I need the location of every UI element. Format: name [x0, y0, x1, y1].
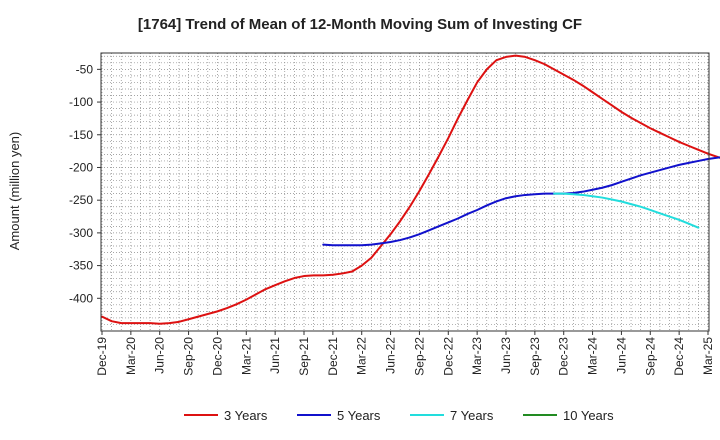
- y-tick-label: -50: [76, 62, 94, 76]
- x-tick-label: Dec-23: [557, 337, 571, 376]
- legend-label: 10 Years: [563, 408, 614, 423]
- x-tick-label: Sep-23: [528, 337, 542, 376]
- x-tick-label: Mar-22: [355, 337, 369, 375]
- x-tick-label: Jun-20: [153, 337, 167, 374]
- x-tick-label: Dec-22: [441, 337, 455, 376]
- y-axis-ticks: -50 -100 -150 -200 -250 -300 -350 -400: [69, 62, 101, 305]
- y-tick-label: -350: [69, 259, 93, 273]
- x-tick-label: Dec-20: [210, 337, 224, 376]
- series-line-7-years: [553, 192, 700, 229]
- x-tick-label: Mar-23: [470, 337, 484, 375]
- plot-area: [101, 53, 709, 331]
- x-tick-label: Jun-21: [268, 337, 282, 374]
- x-tick-label: Jun-22: [384, 337, 398, 374]
- x-tick-label: Mar-24: [586, 337, 600, 375]
- series-line-3-years: [101, 54, 720, 325]
- x-tick-label: Sep-24: [643, 337, 657, 376]
- x-tick-label: Dec-21: [326, 337, 340, 376]
- x-tick-label: Mar-25: [701, 337, 715, 375]
- x-tick-label: Mar-20: [124, 337, 138, 375]
- legend-label: 7 Years: [450, 408, 494, 423]
- plot-frame: [100, 52, 710, 332]
- chart-title: [1764] Trend of Mean of 12-Month Moving …: [138, 16, 582, 33]
- y-tick-label: -150: [69, 128, 93, 142]
- y-tick-label: -250: [69, 193, 93, 207]
- y-tick-label: -400: [69, 291, 93, 305]
- x-tick-label: Sep-21: [297, 337, 311, 376]
- y-tick-label: -100: [69, 95, 93, 109]
- x-tick-label: Dec-19: [95, 337, 109, 376]
- x-tick-label: Jun-23: [499, 337, 513, 374]
- y-axis-label: Amount (million yen): [7, 132, 22, 251]
- legend: 3 Years 5 Years 7 Years 10 Years: [184, 408, 614, 423]
- legend-label: 5 Years: [337, 408, 381, 423]
- x-tick-label: Sep-20: [182, 337, 196, 376]
- x-tick-label: Sep-22: [412, 337, 426, 376]
- y-tick-label: -200: [69, 160, 93, 174]
- x-tick-label: Mar-21: [239, 337, 253, 375]
- y-tick-label: -300: [69, 226, 93, 240]
- series-lines: [101, 54, 720, 325]
- x-tick-label: Jun-24: [614, 337, 628, 374]
- x-axis-ticks: Dec-19 Mar-20 Jun-20 Sep-20 Dec-20 Mar-21 Jun-…: [95, 331, 715, 376]
- legend-label: 3 Years: [224, 408, 268, 423]
- series-line-5-years: [322, 156, 720, 247]
- x-tick-label: Dec-24: [672, 337, 686, 376]
